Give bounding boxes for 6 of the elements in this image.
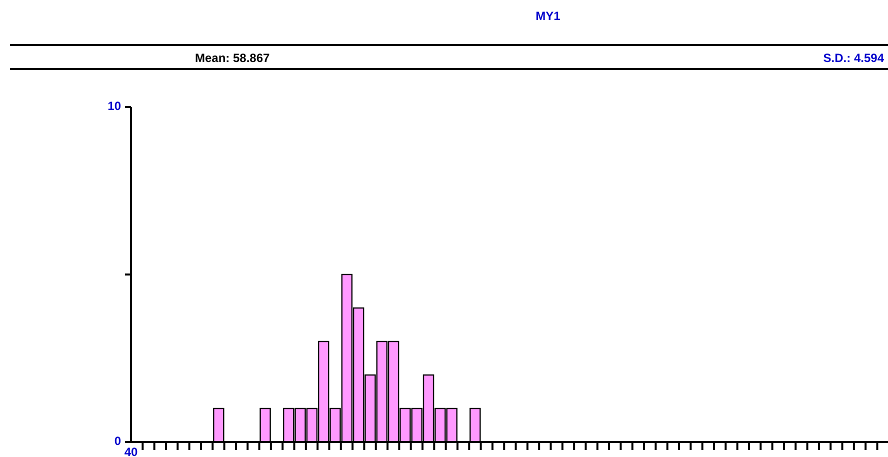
text: Mean: 58.867 xyxy=(195,51,270,65)
y-tick-label: 10 xyxy=(108,99,122,114)
text: 40 xyxy=(124,445,138,457)
text: S.D.: 4.594 xyxy=(823,51,884,65)
y-tick-label: 0 xyxy=(114,434,122,448)
chart-title: MY1 xyxy=(536,9,561,23)
